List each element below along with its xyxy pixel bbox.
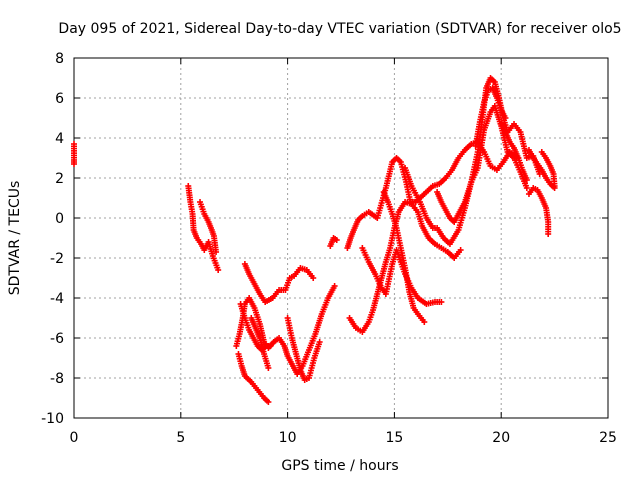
y-tick-label: -6 xyxy=(50,331,64,347)
x-tick-label: 5 xyxy=(176,430,185,446)
data-point xyxy=(545,231,552,237)
y-tick-label: 8 xyxy=(55,51,64,67)
grid-lines xyxy=(74,58,608,418)
axis-ticks: 0 5 10 15 20 25 -10 -8 -6 -4 -2 0 2 4 6 8 xyxy=(41,51,617,446)
y-tick-label: -10 xyxy=(41,411,64,427)
data-point xyxy=(71,161,77,167)
data-points xyxy=(71,75,558,405)
data-point xyxy=(523,177,530,183)
data-point xyxy=(316,339,323,345)
data-point xyxy=(310,275,317,281)
data-point xyxy=(551,183,558,189)
y-tick-label: 6 xyxy=(55,91,64,107)
x-tick-label: 20 xyxy=(492,430,510,446)
data-point xyxy=(457,247,464,253)
data-point xyxy=(331,283,338,289)
data-point xyxy=(265,399,272,405)
y-tick-label: 0 xyxy=(55,211,64,227)
y-tick-label: 2 xyxy=(55,171,64,187)
y-tick-label: -4 xyxy=(50,291,64,307)
x-tick-label: 25 xyxy=(599,430,617,446)
y-tick-label: 4 xyxy=(55,131,64,147)
y-tick-label: -8 xyxy=(50,371,64,387)
chart-title: Day 095 of 2021, Sidereal Day-to-day VTE… xyxy=(58,21,621,37)
data-point xyxy=(265,365,272,371)
x-axis-label: GPS time / hours xyxy=(281,458,398,474)
y-axis-label: SDTVAR / TECUs xyxy=(7,181,23,296)
y-tick-label: -2 xyxy=(50,251,64,267)
x-tick-label: 0 xyxy=(70,430,79,446)
data-point xyxy=(421,319,428,325)
data-point xyxy=(502,115,509,121)
data-point xyxy=(213,249,220,255)
plot-frame xyxy=(73,57,609,419)
data-point xyxy=(267,343,274,349)
data-point xyxy=(523,185,530,191)
x-tick-label: 10 xyxy=(279,430,297,446)
data-point xyxy=(333,237,340,243)
x-tick-label: 15 xyxy=(385,430,403,446)
data-point xyxy=(215,267,222,273)
data-point xyxy=(438,299,445,305)
